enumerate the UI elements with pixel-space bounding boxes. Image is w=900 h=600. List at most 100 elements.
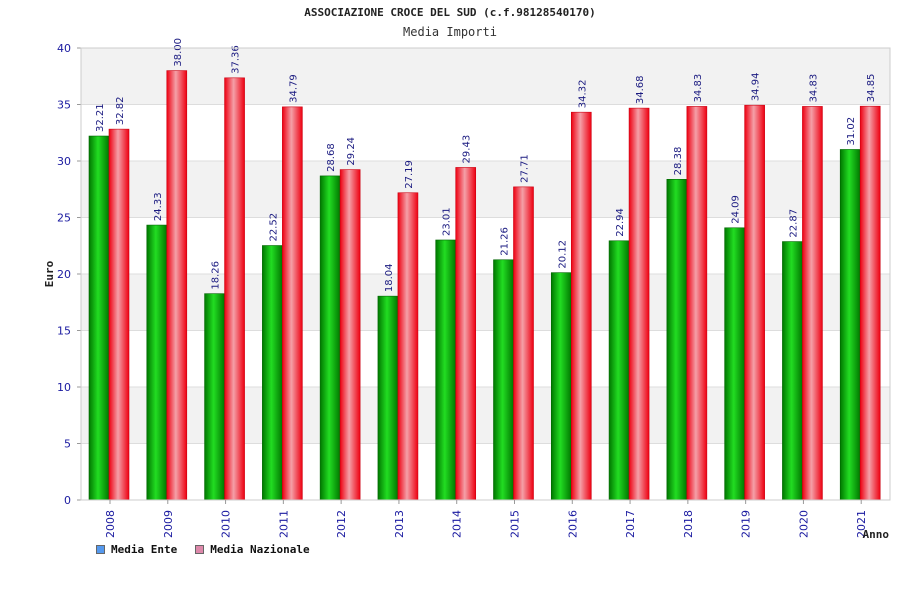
bar-media-nazionale — [802, 106, 823, 501]
value-label-media-nazionale: 34.83 — [693, 74, 704, 103]
chart-title: ASSOCIAZIONE CROCE DEL SUD (c.f.98128540… — [304, 6, 596, 19]
x-tick-label: 2021 — [855, 510, 868, 538]
x-tick-label: 2009 — [162, 510, 175, 538]
bar-media-ente — [146, 224, 168, 501]
value-label-media-ente: 22.52 — [268, 213, 279, 242]
x-tick-label: 2011 — [277, 510, 290, 538]
value-label-media-nazionale: 27.19 — [404, 160, 415, 189]
value-label-media-ente: 22.87 — [788, 209, 799, 238]
bar-media-nazionale — [282, 106, 303, 501]
x-tick-label: 2018 — [682, 510, 695, 538]
value-label-media-nazionale: 34.79 — [288, 74, 299, 103]
value-label-media-nazionale: 27.71 — [520, 154, 531, 183]
x-tick-label: 2015 — [509, 510, 522, 538]
bar-media-nazionale — [859, 105, 881, 501]
bar-media-ente — [262, 245, 283, 501]
bar-media-ente — [204, 293, 225, 501]
x-tick-label: 2013 — [393, 510, 406, 538]
x-tick-label: 2017 — [624, 510, 637, 538]
y-tick-label: 10 — [57, 381, 71, 394]
value-label-media-ente: 28.38 — [673, 147, 684, 176]
value-label-media-nazionale: 29.43 — [462, 135, 473, 164]
bar-media-nazionale — [224, 77, 245, 501]
bar-media-ente — [608, 240, 630, 501]
y-tick-label: 40 — [57, 42, 71, 55]
x-axis-label: Anno — [863, 528, 890, 541]
value-label-media-nazionale: 34.32 — [577, 80, 588, 109]
y-tick-label: 25 — [57, 212, 71, 225]
x-tick-label: 2020 — [797, 510, 810, 538]
value-label-media-nazionale: 32.82 — [115, 96, 126, 125]
bar-media-nazionale — [628, 107, 650, 501]
value-label-media-ente: 31.02 — [846, 117, 857, 146]
value-label-media-nazionale: 38.00 — [173, 38, 184, 67]
bar-media-nazionale — [686, 106, 708, 501]
y-tick-label: 30 — [57, 155, 71, 168]
x-tick-label: 2016 — [566, 510, 579, 538]
bar-media-nazionale — [513, 186, 534, 501]
plot-frame — [80, 47, 891, 501]
bar-media-ente — [435, 239, 457, 501]
bar-media-nazionale — [108, 128, 130, 501]
axes: 0 5 10 15 20 25 30 35 40 2008 2009 2010 2011 2012 2013… — [57, 42, 891, 538]
bar-media-nazionale — [744, 104, 765, 501]
value-label-media-nazionale: 37.36 — [231, 45, 242, 74]
bar-media-ente — [319, 175, 341, 501]
value-label-media-ente: 21.26 — [500, 227, 511, 256]
value-label-media-ente: 23.01 — [442, 207, 453, 236]
bar-media-ente — [88, 135, 110, 501]
bar-media-ente — [377, 295, 399, 501]
bar-media-ente — [666, 179, 688, 501]
x-tick-label: 2019 — [740, 510, 753, 538]
legend-item-media-ente: Media Ente — [96, 543, 177, 556]
value-label-media-ente: 20.12 — [557, 240, 568, 269]
value-label-media-nazionale: 34.94 — [751, 73, 762, 102]
bar-media-nazionale — [570, 111, 592, 501]
legend: Media Ente Media Nazionale — [96, 543, 310, 556]
grid — [81, 47, 890, 501]
y-tick-label: 15 — [57, 325, 71, 338]
bar-media-nazionale — [339, 169, 361, 501]
grid-band — [81, 330, 890, 387]
grid-band — [81, 387, 890, 444]
value-label-media-ente: 22.94 — [615, 208, 626, 237]
legend-label-media-ente: Media Ente — [111, 543, 178, 556]
legend-swatch-media-nazionale — [195, 545, 205, 554]
value-label-media-ente: 24.33 — [153, 192, 164, 221]
legend-swatch-media-ente — [96, 545, 105, 554]
value-label-media-ente: 18.26 — [211, 261, 222, 290]
value-label-media-ente: 24.09 — [731, 195, 742, 224]
grid-band — [81, 104, 890, 161]
value-label-media-ente: 32.21 — [95, 103, 106, 132]
value-labels: 32.21 32.82 24.33 38.00 18.26 37.36 22.52 34.79… — [95, 38, 877, 292]
y-tick-label: 5 — [64, 438, 71, 451]
bar-media-ente — [493, 259, 514, 501]
x-tick-label: 2008 — [104, 510, 117, 538]
bar-media-ente — [724, 227, 745, 501]
grid-band — [81, 48, 890, 105]
value-label-media-ente: 28.68 — [326, 143, 337, 172]
value-label-media-nazionale: 34.68 — [635, 75, 646, 104]
bar-media-ente — [839, 149, 861, 501]
y-axis-label: Euro — [43, 260, 56, 287]
grid-band — [81, 443, 890, 500]
bars — [88, 70, 881, 501]
legend-label-media-nazionale: Media Nazionale — [210, 543, 310, 556]
value-label-media-nazionale: 29.24 — [346, 137, 357, 166]
value-label-media-nazionale: 34.83 — [808, 74, 819, 103]
y-tick-label: 0 — [64, 494, 71, 507]
y-tick-label: 35 — [57, 99, 71, 112]
grid-band — [81, 161, 890, 218]
x-tick-label: 2012 — [335, 510, 348, 538]
value-label-media-nazionale: 34.85 — [866, 74, 877, 103]
bar-media-nazionale — [166, 70, 188, 501]
x-tick-label: 2010 — [220, 510, 233, 538]
grid-band — [81, 217, 890, 274]
legend-item-media-nazionale: Media Nazionale — [195, 543, 310, 556]
grid-band — [81, 274, 890, 331]
value-label-media-ente: 18.04 — [384, 264, 395, 293]
bar-media-nazionale — [397, 192, 419, 501]
y-tick-label: 20 — [57, 268, 71, 281]
bar-media-nazionale — [455, 167, 477, 501]
